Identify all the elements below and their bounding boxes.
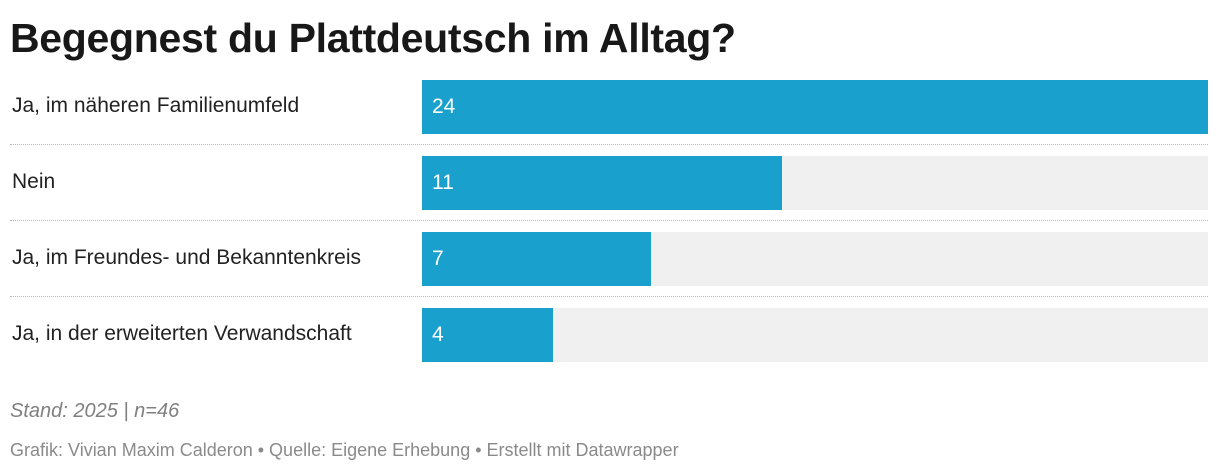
- bar-value-label: 4: [432, 323, 444, 346]
- bar-row: Ja, im Freundes- und Bekanntenkreis 7: [10, 230, 1208, 306]
- bar-value-label: 11: [432, 171, 454, 194]
- bar-row: Nein 11: [10, 154, 1208, 230]
- bar: [422, 80, 1208, 134]
- bar-track: 7: [422, 232, 1208, 286]
- bar-chart: Ja, im näheren Familienumfeld 24 Nein 11 Ja,…: [10, 78, 1208, 382]
- row-divider: [10, 220, 1208, 221]
- source-credit: Grafik: Vivian Maxim Calderon • Quelle: …: [10, 440, 679, 460]
- chart-title: Begegnest du Plattdeutsch im Alltag?: [10, 15, 736, 61]
- bar-value-label: 24: [432, 95, 456, 118]
- category-label: Ja, im Freundes- und Bekanntenkreis: [12, 246, 362, 269]
- bar: [422, 308, 553, 362]
- sample-note: Stand: 2025 | n=46: [10, 400, 180, 422]
- bar-row: Ja, in der erweiterten Verwandschaft 4: [10, 306, 1208, 382]
- category-label: Ja, im näheren Familienumfeld: [12, 94, 300, 117]
- category-label: Nein: [12, 170, 56, 193]
- bar-value-label: 7: [432, 247, 444, 270]
- category-label: Ja, in der erweiterten Verwandschaft: [12, 322, 352, 345]
- row-divider: [10, 296, 1208, 297]
- bar-track: 11: [422, 156, 1208, 210]
- bar: [422, 156, 782, 210]
- bar: [422, 232, 651, 286]
- row-divider: [10, 144, 1208, 145]
- bar-row: Ja, im näheren Familienumfeld 24: [10, 78, 1208, 154]
- bar-track: 4: [422, 308, 1208, 362]
- bar-track: 24: [422, 80, 1208, 134]
